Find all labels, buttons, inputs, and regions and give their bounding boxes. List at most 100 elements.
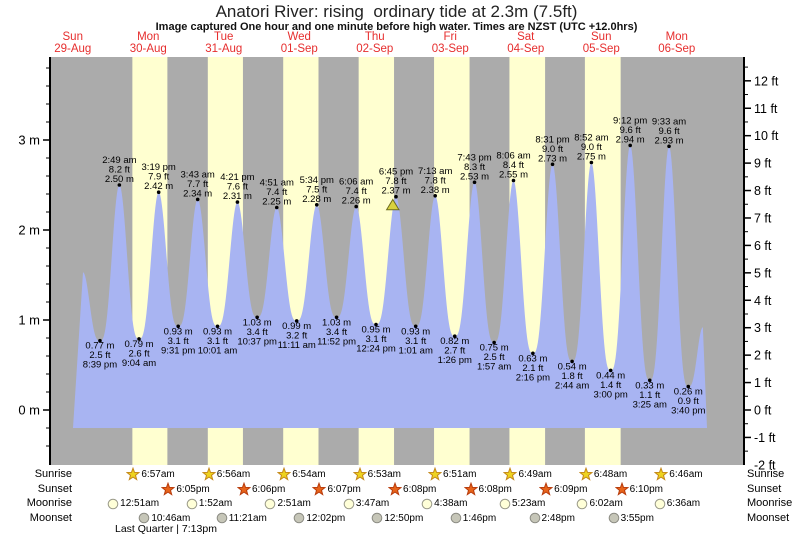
moonset-circle-icon [293,512,305,524]
right-axis-tick-label: 8 ft [754,184,772,198]
moonrise-circle-icon [654,498,666,510]
high-tide-annotation: 6:06 am 7.4 ft 2.26 m [339,177,373,207]
sunrise-star-icon [654,467,669,482]
day-label: Sat 04-Sep [491,31,561,55]
day-date: 31-Aug [205,43,243,55]
moonset-event: 3:55pm [607,511,654,525]
sunset-star-icon [463,481,478,497]
day-name: Sun [591,31,612,43]
right-axis-tick-label: 1 ft [754,376,772,390]
tide-point-dot [98,338,102,343]
moonrise-time: 3:47am [355,498,390,509]
sunrise-event: 6:49am [502,467,552,482]
day-date: 30-Aug [129,43,167,55]
high-tide-annotation: 4:51 am 7.4 ft 2.25 m [260,178,294,208]
high-tide-annotation: 7:13 am 7.8 ft 2.38 m [418,166,452,196]
tide-point-dot [334,315,339,320]
sunrise-event: 6:48am [578,467,627,482]
sunrise-star-icon [428,467,443,482]
right-axis-tick-label: -2 ft [754,458,776,472]
sunrise-event: 6:51am [427,467,477,482]
moonrise-circle-icon [107,498,119,510]
tide-point-dot [589,160,594,165]
sunrise-time: 6:49am [518,469,552,480]
sunset-event: 6:09pm [538,481,588,496]
moonrise-time: 5:23am [511,498,546,509]
moonset-event: 11:21am [215,511,267,525]
left-axis-tick-label: 0 m [18,403,40,418]
sunrise-star-icon [352,467,367,482]
high-tide-annotation: 9:33 am 9.6 ft 2.93 m [652,116,686,146]
sunrise-time: 6:56am [216,469,251,480]
day-name: Tue [214,31,234,43]
high-tide-annotation: 8:52 am 9.0 ft 2.75 m [574,133,608,163]
moonset-circle-icon [529,512,541,524]
right-axis-tick-label: 0 ft [754,404,772,418]
moonset-event: 2:48pm [528,511,575,525]
tide-point-dot [531,351,535,356]
moonrise-time: 4:38am [434,498,468,509]
low-tide-annotation: 0.26 m 0.9 ft 3:40 pm [671,387,705,417]
sunset-time: 6:06pm [251,483,286,495]
moonrise-event: 6:36am [653,497,700,511]
day-date: 29-Aug [54,43,92,55]
right-axis-tick-label: 6 ft [754,239,772,253]
tide-point-dot [686,384,691,389]
moonset-circle-icon [450,512,462,524]
tide-point-dot [667,144,671,149]
sunrise-event: 6:53am [352,467,401,482]
sunrise-time: 6:51am [443,469,477,480]
moonrise-time: 2:51am [277,498,311,509]
moonset-time: 10:46am [151,512,191,524]
sunset-star-icon [312,481,327,497]
day-name: Mon [665,31,688,43]
low-tide-annotation: 0.63 m 2.1 ft 2:16 pm [516,353,550,383]
right-axis-tick-label: 12 ft [754,74,779,88]
sunset-star-icon [236,481,251,497]
moonrise-label-right: Moonrise [747,497,793,509]
right-axis-tick-label: 10 ft [754,129,779,143]
now-marker-icon [385,198,400,211]
tide-point-dot [647,378,652,383]
sunset-time: 6:08pm [478,483,512,495]
sunrise-label-right: Sunrise [747,468,785,480]
sunrise-star-icon [277,467,292,482]
moonset-circle-icon [371,512,383,524]
day-name: Sat [517,31,535,43]
right-axis-tick-label: 5 ft [754,266,772,280]
left-axis-tick-label: 3 m [18,133,40,148]
tide-point-dot [215,324,220,329]
sunset-event: 6:08pm [463,481,512,497]
sunrise-event: 6:46am [653,467,703,482]
day-name: Sun [62,31,83,43]
day-name: Thu [364,31,385,43]
right-axis-tick-label: 4 ft [754,294,772,308]
sunrise-star-icon [503,467,518,482]
moonrise-time: 1:52am [198,498,233,509]
sunrise-star-icon [578,467,593,482]
sunset-event: 6:07pm [311,481,361,497]
tide-point-dot [294,319,299,323]
low-tide-annotation: 0.93 m 3.1 ft 9:31 pm [161,326,195,356]
sunset-event: 6:06pm [236,481,286,497]
sunset-time: 6:08pm [403,483,437,495]
moonset-circle-icon [608,512,620,524]
right-axis-tick-label: 3 ft [754,321,772,335]
moonrise-circle-icon [499,498,511,510]
day-name: Wed [287,31,311,43]
page-title: Anatori River: rising ordinary tide at 2… [215,2,578,21]
page-subtitle: Image captured One hour and one minute b… [155,21,638,33]
moonrise-circle-icon [186,498,198,510]
high-tide-annotation: 2:49 am 8.2 ft 2.50 m [102,155,136,185]
moonset-time: 12:50pm [384,512,424,524]
day-label: Thu 02-Sep [340,31,410,55]
tide-point-dot [195,197,200,202]
moonset-time: 1:46pm [462,512,497,524]
tide-point-dot [492,340,496,345]
low-tide-annotation: 0.54 m 1.8 ft 2:44 am [555,361,589,391]
sunset-time: 6:09pm [554,483,588,495]
tide-point-dot [235,200,240,204]
sunset-event: 6:08pm [387,481,437,496]
tide-point-dot [117,183,122,187]
